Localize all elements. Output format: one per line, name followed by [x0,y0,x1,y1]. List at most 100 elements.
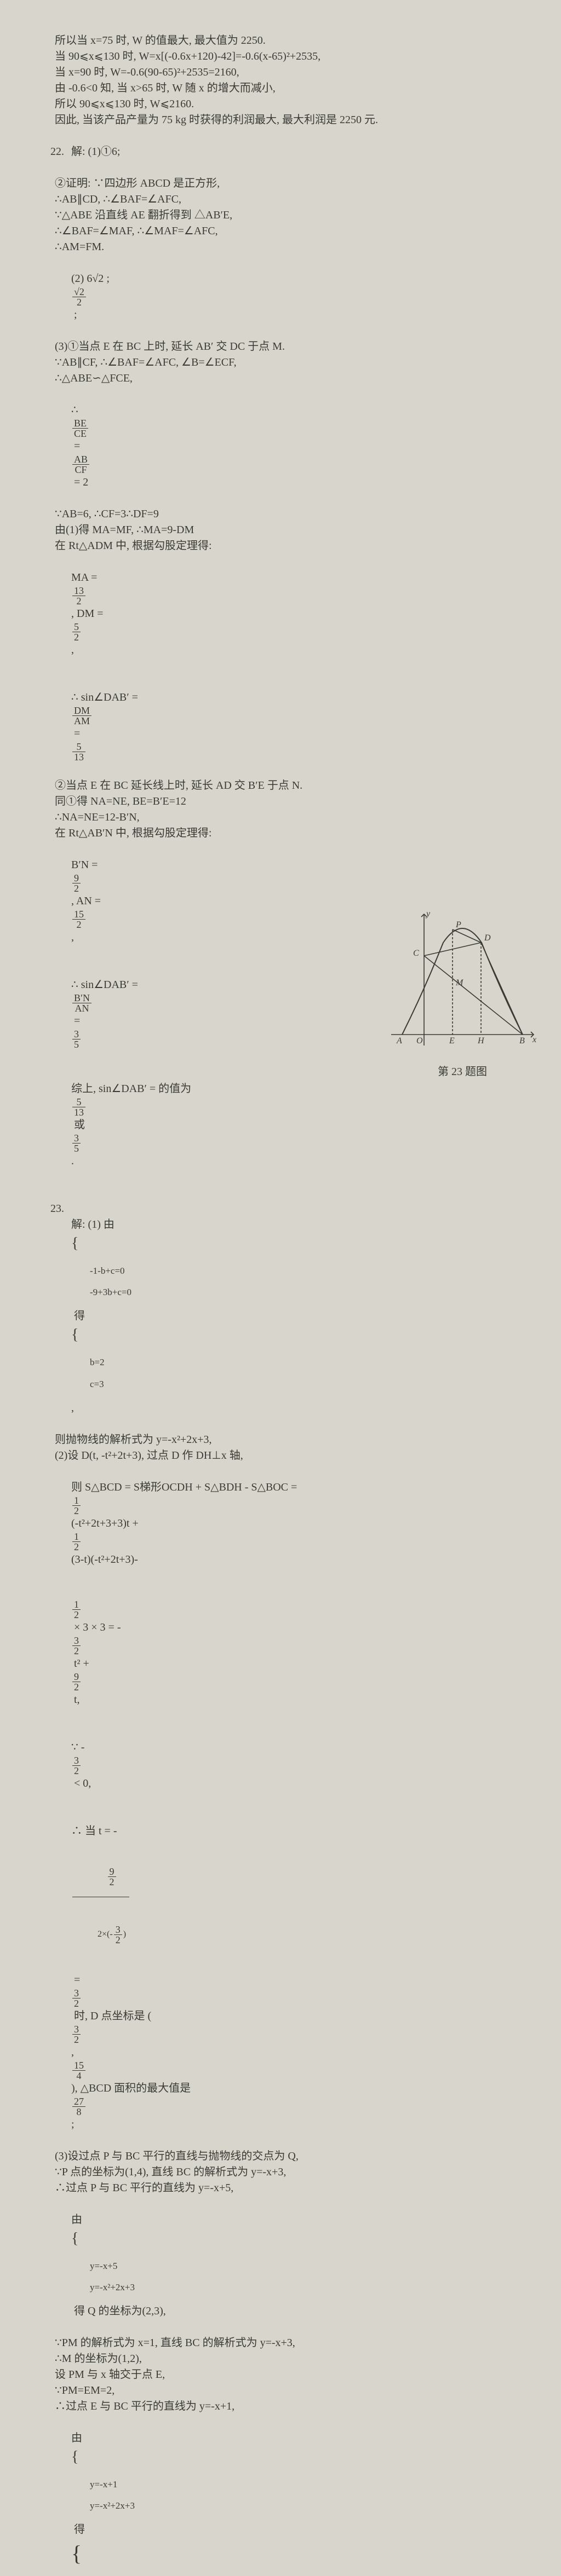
text: ∴ sin∠DAB′ = [71,979,141,991]
point-H: H [477,1036,485,1046]
q22-proof: ②证明: ∵四边形 ABCD 是正方形, [55,176,534,192]
fraction: 92 [108,1867,116,1887]
q22-p3c: 在 Rt△AB′N 中, 根据勾股定理得: [55,825,534,841]
q22-part2: (2) 6√2 ; √22 ; [55,255,534,339]
q23-p3a: ∵P 点的坐标为(1,4), 直线 BC 的解析式为 y=-x+3, [55,2164,405,2180]
text: , [71,1402,74,1414]
text: = [71,727,83,740]
q23-sys2: 由 { y=-x+1 y=-x²+2x+3 得 { x=3+√172 y=-1+… [55,2415,534,2576]
q22-proof: ∴AM=FM. [55,239,534,255]
fraction: 32 [72,1636,81,1656]
q23-figure: y x A O E H B C M P D 第 23 题图 [386,909,539,1084]
q22-proof: ∵△ABE 沿直线 AE 翻折得到 △AB′E, [55,207,534,223]
q22-MA-DM: MA = 132 , DM = 52 , [55,554,534,674]
text: , [71,644,74,656]
fraction: B′NAN [72,993,91,1013]
q23-setD: (2)设 D(t, -t²+2t+3), 过点 D 作 DH⊥x 轴, [55,1448,534,1464]
q23-area1: 则 S△BCD = S梯形OCDH + S△BDH - S△BOC = 12 (… [55,1464,534,1584]
intro-line: 当 90⩽x⩽130 时, W=x[(-0.6x+120)-42]=-0.6(x… [55,49,534,65]
text: = 2 [71,476,88,488]
q22-p3a: ∵AB∥CF, ∴∠BAF=∠AFC, ∠B=∠ECF, [55,355,534,371]
text: t² + [71,1657,92,1670]
q23-vertex: ∴ 当 t = - 92 2×(-32) = 32 时, D 点坐标是 ( 32… [55,1807,534,2148]
q22-p3a: ∴△ABE∽△FCE, [55,371,534,386]
text: t, [71,1694,80,1706]
fraction: 12 [72,1599,81,1620]
q22-number: 22. [50,144,71,160]
text: 由 [71,2214,85,2226]
fraction: 278 [72,2096,85,2117]
fraction: 132 [72,586,85,606]
text: 得 [71,2523,88,2535]
q22-p3c: ②当点 E 在 BC 延长线上时, 延长 AD 交 B′E 于点 N. [55,778,534,794]
text: √2 [92,273,104,285]
q22-proof: ∴∠BAF=∠MAF, ∴∠MAF=∠AFC, [55,223,534,239]
text: = [71,440,83,452]
fraction: 12 [72,1495,81,1516]
fraction: 152 [72,909,85,929]
equation-system: y=-x+5 y=-x²+2x+3 [71,2250,135,2303]
point-D: D [484,933,491,943]
q23-head: 23. 解: (1) 由 { -1-b+c=0 -9+3b+c=0 得 { b=… [55,1185,534,1432]
brace-icon: { [71,1235,78,1252]
fraction: 92 [72,873,81,893]
intro-line: 所以当 x=75 时, W 的值最大, 最大值为 2250. [55,33,534,49]
q22-sinDAB1: ∴ sin∠DAB′ = DMAM = 513 [55,674,534,778]
q22-p3b: 由(1)得 MA=MF, ∴MA=9-DM [55,522,534,538]
point-C: C [413,949,419,958]
text: ; [104,273,112,285]
q22-proof: ∴AB∥CD, ∴∠BAF=∠AFC, [55,192,534,207]
fraction: 32 [72,2024,81,2044]
text: = [71,1974,83,1986]
q23-p3b: ∴M 的坐标为(1,2), [55,2351,405,2367]
q22-p3b: ∵AB=6, ∴CF=3∴DF=9 [55,506,534,522]
figure-caption: 第 23 题图 [386,1064,539,1080]
equation-system: b=2 c=3 [71,1347,105,1400]
fraction: 32 [72,1988,81,2008]
q23-p3b: ∵PM=EM=2, [55,2383,405,2399]
q22-head: 22.解: (1)①6; [55,128,534,176]
text: ∵ - [71,1741,84,1753]
point-E: E [449,1036,455,1046]
point-P: P [455,920,461,929]
text: (2) 6 [71,273,92,285]
equation-system: y=-x+1 y=-x²+2x+3 [71,2469,135,2522]
intro-line: 由 -0.6<0 知, 当 x>65 时, W 随 x 的增大而减小, [55,80,534,96]
text: ), △BCD 面积的最大值是 [71,2082,193,2094]
intro-line: 因此, 当该产品产量为 75 kg 时获得的利润最大, 最大利润是 2250 元… [55,112,534,128]
intro-block: 所以当 x=75 时, W 的值最大, 最大值为 2250. 当 90⩽x⩽13… [55,33,534,128]
text: < 0, [71,1777,91,1789]
q23-p3a: ∴过点 P 与 BC 平行的直线为 y=-x+5, [55,2180,405,2196]
point-O: O [416,1036,423,1046]
question-23: 23. 解: (1) 由 { -1-b+c=0 -9+3b+c=0 得 { b=… [55,1185,534,2576]
fraction: ABCF [72,454,89,475]
brace-icon: { [71,1326,78,1343]
equation-system: -1-b+c=0 -9+3b+c=0 [71,1255,131,1309]
page: 所以当 x=75 时, W 的值最大, 最大值为 2250. 当 90⩽x⩽13… [0,0,561,2576]
text: 则 S△BCD = S梯形OCDH + S△BDH - S△BOC = [71,1481,300,1493]
point-M: M [455,978,464,987]
axis-label-x: x [532,1035,536,1044]
fraction: 154 [72,2060,85,2081]
q22-p3c: ∴NA=NE=12-B′N, [55,810,534,825]
q23-p3b: ∵PM 的解析式为 x=1, 直线 BC 的解析式为 y=-x+3, [55,2335,405,2351]
q22-p3c: 同①得 NA=NE, BE=B′E=12 [55,794,534,810]
q22-head-text: 解: (1)①6; [71,146,120,158]
nested-fraction: 92 2×(-32) [72,1839,129,1972]
text: × 3 × 3 = - [71,1621,121,1633]
q23-p3a: (3)设过点 P 与 BC 平行的直线与抛物线的交点为 Q, [55,2148,405,2164]
axis-label-y: y [425,909,431,919]
fraction: 513 [72,742,85,762]
text: 由 [71,2432,85,2444]
q23-p3b: ∴过点 E 与 BC 平行的直线为 y=-x+1, [55,2399,405,2415]
text: (-t²+2t+3+3)t + [71,1517,141,1529]
text: = [71,1015,83,1027]
text: ; [71,309,77,321]
text: 得 Q 的坐标为(2,3), [71,2305,166,2317]
fraction: 35 [72,1029,81,1049]
text: (3-t)(-t²+2t+3)- [71,1553,138,1566]
fraction: DMAM [72,706,91,726]
q23-p3b: 设 PM 与 x 轴交于点 E, [55,2367,405,2383]
text: ∴ sin∠DAB′ = [71,691,141,703]
q23-neg32: ∵ - 32 < 0, [55,1724,534,1807]
